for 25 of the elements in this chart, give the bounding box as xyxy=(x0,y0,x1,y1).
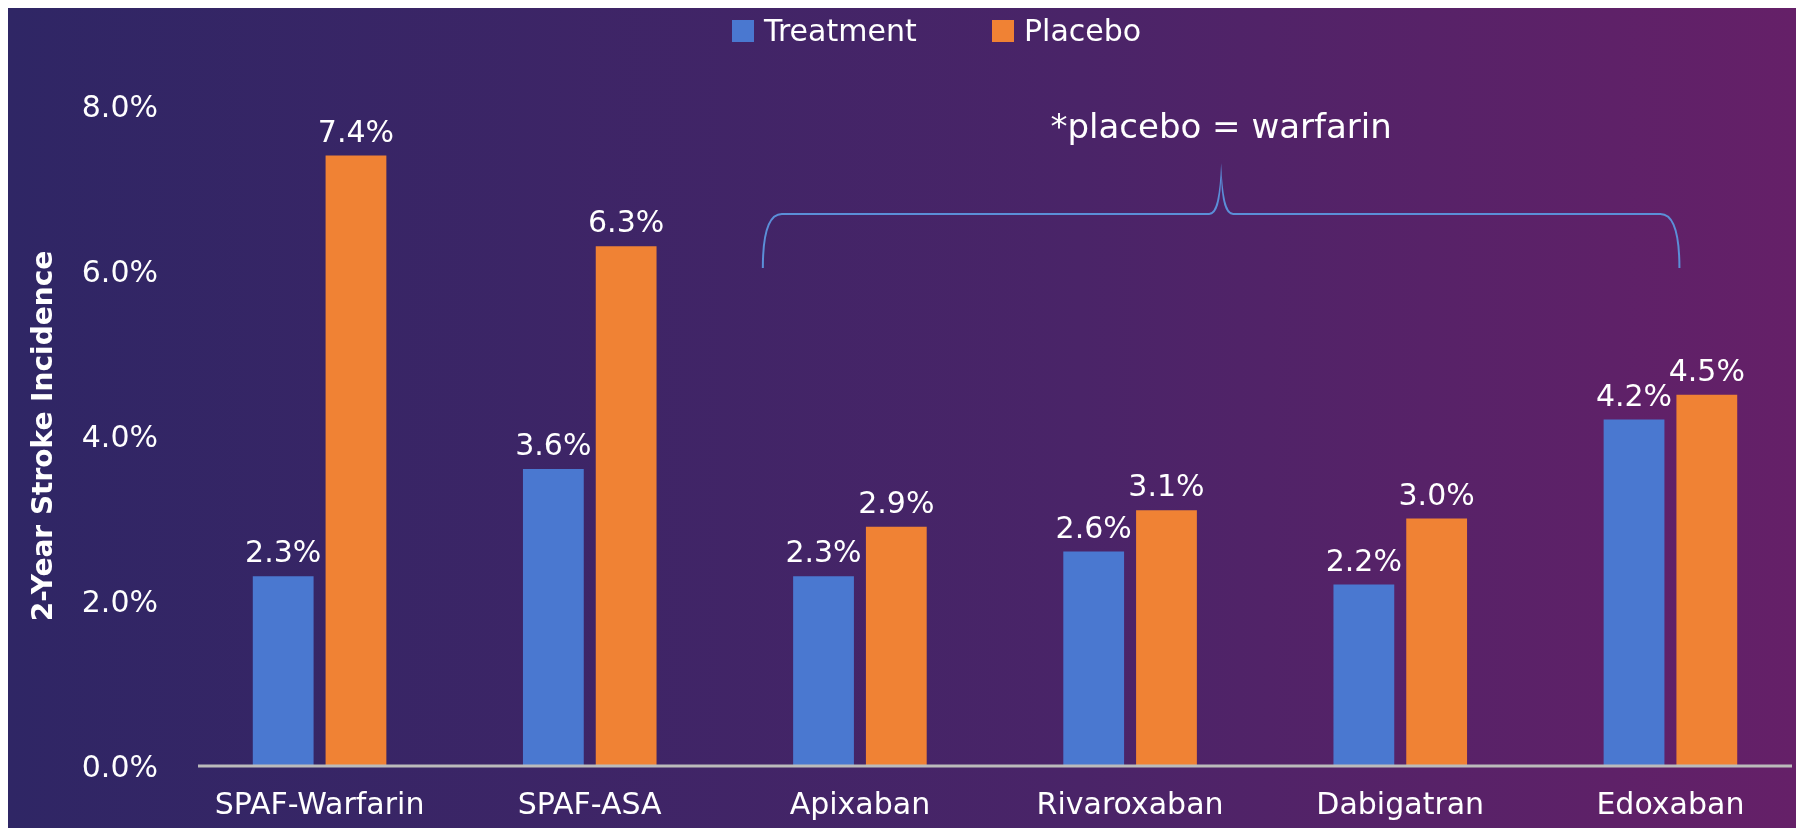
data-label: 2.6% xyxy=(1055,509,1132,545)
data-label: 7.4% xyxy=(317,113,395,149)
annotation: *placebo = warfarin xyxy=(1050,106,1392,146)
data-label: 2.3% xyxy=(245,534,322,570)
y-tick-label: 6.0% xyxy=(81,253,158,289)
y-tick-label: 0.0% xyxy=(81,748,158,784)
x-tick-label: Apixaban xyxy=(789,786,931,821)
y-axis-title: 2-Year Stroke Incidence xyxy=(26,250,59,622)
data-label: 6.3% xyxy=(588,204,665,240)
x-tick-label: Rivaroxaban xyxy=(1036,786,1224,821)
data-label: 3.1% xyxy=(1128,468,1205,504)
y-tick-label: 2.0% xyxy=(81,583,158,619)
data-label: 2.3% xyxy=(785,534,862,570)
data-label: 3.6% xyxy=(515,427,592,462)
y-tick-label: 8.0% xyxy=(81,88,158,124)
data-label: 2.2% xyxy=(1325,542,1402,578)
legend-label: Treatment xyxy=(763,13,917,48)
x-tick-label: SPAF-Warfarin xyxy=(214,786,425,821)
x-tick-label: Dabigatran xyxy=(1316,786,1485,821)
legend-label: Placebo xyxy=(1024,13,1142,48)
data-label: 2.9% xyxy=(858,484,935,520)
data-label: 3.0% xyxy=(1398,476,1475,512)
x-tick-label: Edoxaban xyxy=(1596,786,1745,821)
y-tick-label: 4.0% xyxy=(81,418,158,454)
x-tick-label: SPAF-ASA xyxy=(517,786,663,821)
